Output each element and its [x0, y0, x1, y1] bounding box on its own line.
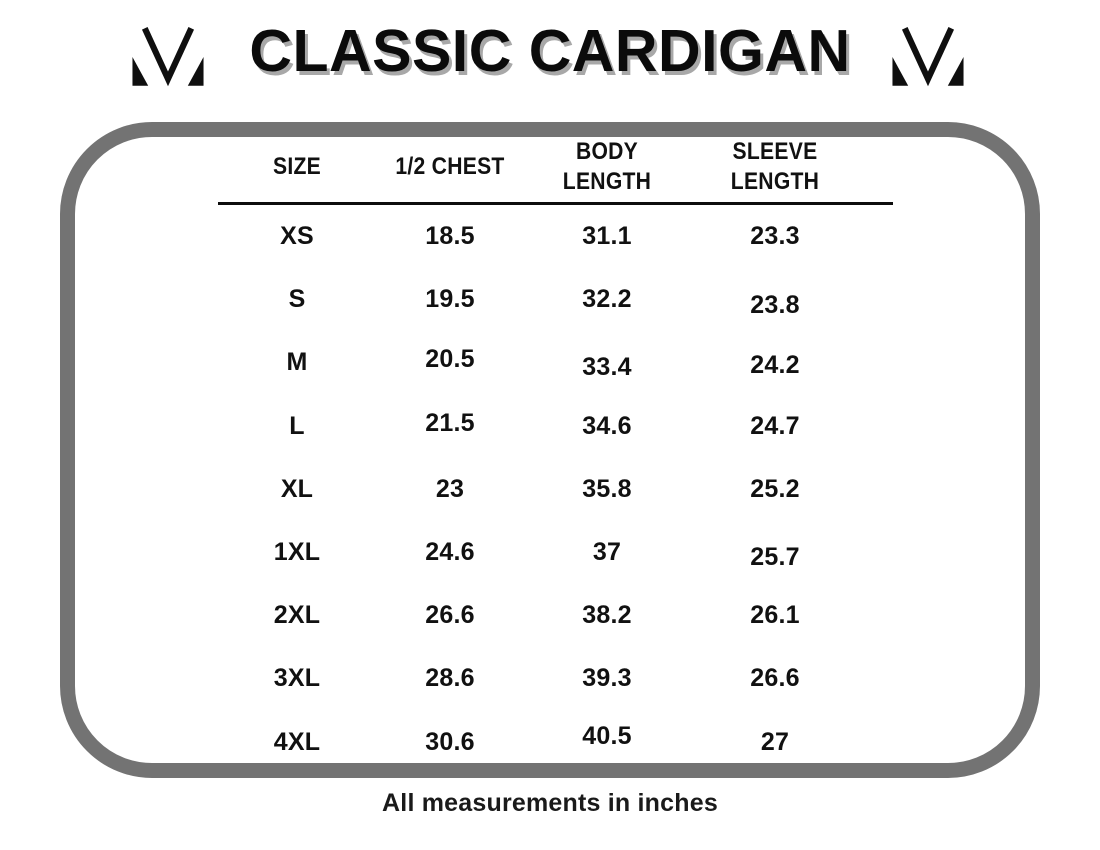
cell-body-length: 34.6 — [582, 411, 632, 440]
cell-half-chest: 21.5 — [425, 408, 475, 437]
table-row: M 20.5 33.4 24.2 — [218, 331, 893, 394]
table-body: XS 18.5 31.1 23.3 S 19.5 32.2 23.8 M 20.… — [218, 205, 893, 774]
cell-half-chest: 24.6 — [425, 538, 475, 567]
cell-half-chest: 23 — [435, 474, 465, 503]
table-row: 1XL 24.6 37 25.7 — [218, 521, 893, 584]
column-header-half-chest: 1/2 CHEST — [395, 152, 505, 180]
table-row: 3XL 28.6 39.3 26.6 — [218, 647, 893, 710]
cell-sleeve-length: 26.1 — [750, 601, 800, 630]
cell-body-length: 33.4 — [582, 353, 632, 382]
cell-size: S — [288, 285, 306, 314]
column-header-size: SIZE — [272, 152, 321, 180]
column-header-sleeve-length: SLEEVE LENGTH — [730, 137, 820, 195]
cell-half-chest: 18.5 — [425, 222, 475, 251]
cell-sleeve-length: 25.2 — [750, 474, 800, 503]
cell-sleeve-length: 25.7 — [750, 543, 800, 572]
cell-body-length: 40.5 — [582, 721, 632, 750]
table-row: XS 18.5 31.1 23.3 — [218, 205, 893, 268]
cell-size: XL — [280, 474, 314, 503]
size-chart-frame — [60, 122, 1040, 778]
cell-sleeve-length: 23.8 — [750, 291, 800, 320]
cell-half-chest: 19.5 — [425, 285, 475, 314]
table-row: 2XL 26.6 38.2 26.1 — [218, 584, 893, 647]
cell-body-length: 39.3 — [582, 664, 632, 693]
cell-half-chest: 28.6 — [425, 664, 475, 693]
brand-logo-left — [127, 21, 209, 93]
m-monogram-icon — [127, 21, 209, 93]
m-monogram-icon — [887, 21, 969, 93]
cell-half-chest: 26.6 — [425, 601, 475, 630]
table-row: L 21.5 34.6 24.7 — [218, 395, 893, 458]
cell-size: L — [289, 411, 305, 440]
cell-size: 1XL — [273, 538, 321, 567]
cell-size: M — [286, 348, 308, 377]
table-row: 4XL 30.6 40.5 27 — [218, 711, 893, 774]
cell-half-chest: 20.5 — [425, 345, 475, 374]
cell-sleeve-length: 24.2 — [750, 351, 800, 380]
cell-size: 4XL — [273, 727, 321, 756]
cell-body-length: 37 — [592, 538, 622, 567]
measurements-note: All measurements in inches — [382, 789, 718, 817]
size-chart-table: SIZE 1/2 CHEST BODY LENGTH SLEEVE LENGTH… — [218, 134, 893, 774]
cell-body-length: 31.1 — [582, 222, 632, 251]
cell-sleeve-length: 26.6 — [750, 664, 800, 693]
cell-size: XS — [280, 222, 314, 251]
page-title: CLASSIC CARDIGAN — [249, 18, 851, 84]
table-header-row: SIZE 1/2 CHEST BODY LENGTH SLEEVE LENGTH — [218, 134, 893, 200]
header-divider — [218, 202, 893, 205]
cell-size: 2XL — [273, 601, 321, 630]
table-row: S 19.5 32.2 23.8 — [218, 268, 893, 331]
cell-sleeve-length: 23.3 — [750, 222, 800, 251]
brand-logo-right — [887, 21, 969, 93]
cell-half-chest: 30.6 — [425, 727, 475, 756]
cell-size: 3XL — [273, 664, 321, 693]
table-row: XL 23 35.8 25.2 — [218, 458, 893, 521]
column-header-body-length: BODY LENGTH — [562, 137, 652, 195]
cell-body-length: 38.2 — [582, 601, 632, 630]
cell-sleeve-length: 27 — [760, 727, 790, 756]
cell-body-length: 35.8 — [582, 474, 632, 503]
cell-body-length: 32.2 — [582, 285, 632, 314]
cell-sleeve-length: 24.7 — [750, 411, 800, 440]
